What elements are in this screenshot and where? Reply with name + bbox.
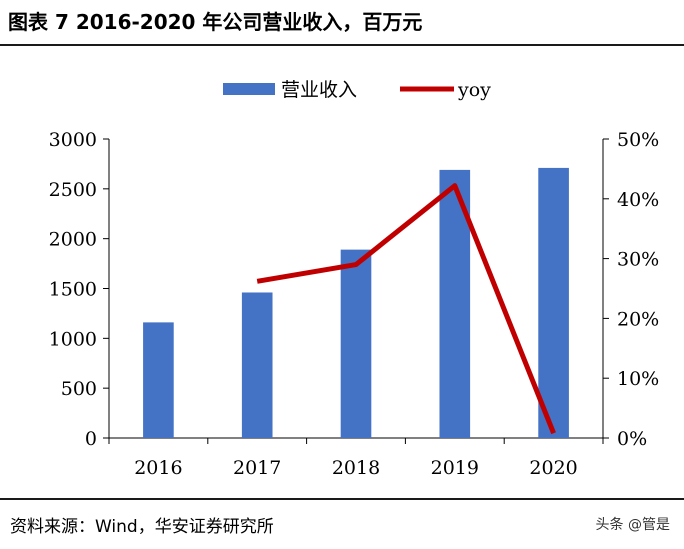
y-right-tick-label: 30%: [617, 249, 659, 271]
bar-2020: [538, 167, 569, 439]
x-tick-label: 2020: [529, 457, 577, 479]
y-right-tick-label: 0%: [617, 428, 647, 450]
bar-2016: [143, 322, 174, 438]
title-divider: [0, 44, 684, 46]
bar-series: [143, 167, 569, 439]
source-note: 资料来源：Wind，华安证券研究所: [10, 517, 274, 537]
yoy-line: [256, 183, 556, 435]
y-left-tick-label: 1000: [49, 328, 97, 350]
chart-legend: 营业收入 yoy: [223, 79, 491, 101]
y-right-tick-label: 50%: [617, 129, 659, 151]
bar-2018: [340, 249, 372, 438]
y-left-tick-label: 2500: [49, 179, 97, 201]
chart-axes: 0 500 1000 1500 2000 2500 3000 0% 10% 20% 30% 40% 50…: [49, 129, 660, 479]
footer-divider: [0, 498, 684, 500]
bar-2017: [241, 292, 273, 438]
chart-title: 图表 7 2016-2020 年公司营业收入，百万元: [8, 10, 423, 34]
y-left-tick-label: 1500: [49, 279, 97, 301]
line-series: [256, 183, 556, 435]
legend-label-line: yoy: [457, 79, 491, 101]
y-left-tick-label: 500: [61, 378, 97, 400]
y-right-tick-label: 10%: [617, 368, 659, 390]
x-tick-label: 2019: [431, 457, 479, 479]
watermark: 头条 @管是: [595, 517, 670, 533]
legend-label-bar: 营业收入: [281, 79, 357, 101]
y-right-tick-label: 40%: [617, 189, 659, 211]
x-tick-label: 2016: [134, 457, 182, 479]
y-left-tick-label: 3000: [49, 129, 97, 151]
legend-swatch-bar: [223, 83, 275, 95]
revenue-chart: 0 500 1000 1500 2000 2500 3000 0% 10% 20% 30% 40% 50…: [49, 79, 660, 479]
y-left-tick-label: 0: [85, 428, 97, 450]
x-tick-label: 2018: [332, 457, 380, 479]
x-tick-label: 2017: [233, 457, 281, 479]
y-left-tick-label: 2000: [49, 229, 97, 251]
y-right-tick-label: 20%: [617, 308, 659, 330]
